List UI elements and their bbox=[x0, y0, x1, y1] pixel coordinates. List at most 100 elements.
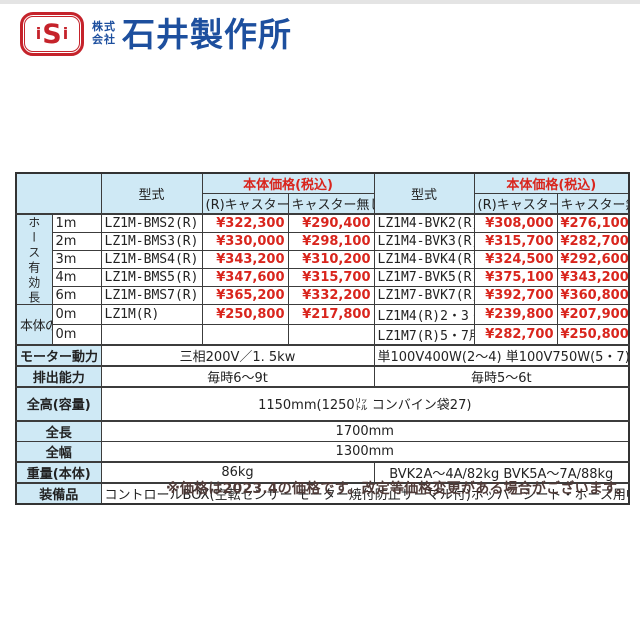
hose-group-label-cell: ホース有効長 bbox=[15, 213, 53, 305]
price-caster-cell: ¥250,800 bbox=[201, 303, 289, 325]
spec-label: 全長 bbox=[15, 419, 102, 442]
spec-value-full: コントロールBOX(空転センサー モーター焼付防止サーマル付)ホッパーシート・ホ… bbox=[100, 481, 630, 504]
model-cell: LZ1M4-BVK2(R) bbox=[373, 213, 475, 233]
spec-value-full: 1300mm bbox=[100, 440, 630, 462]
spec-row-width: 全幅 1300mm bbox=[15, 440, 630, 462]
length-cell: 2m bbox=[51, 231, 102, 251]
spec-value-left: 毎時6〜9t bbox=[100, 364, 375, 387]
spec-label: 装備品 bbox=[15, 481, 102, 504]
price-nocaster-cell: ¥250,800 bbox=[556, 323, 630, 345]
hose-row-4m: 4m LZ1M-BMS5(R) ¥347,600 ¥315,700 LZ1M7-… bbox=[16, 267, 630, 287]
price-nocaster-cell: ¥290,400 bbox=[287, 213, 375, 233]
price-nocaster-cell: ¥360,800 bbox=[556, 285, 630, 305]
model-cell bbox=[100, 323, 203, 345]
price-nocaster-cell: ¥292,600 bbox=[556, 249, 630, 269]
price-nocaster-cell: ¥276,100 bbox=[556, 213, 630, 233]
photo-top-edge bbox=[0, 0, 640, 4]
price-caster-cell: ¥375,100 bbox=[473, 267, 558, 287]
price-nocaster-cell: ¥298,100 bbox=[287, 231, 375, 251]
model-cell: LZ1M-BMS7(R) bbox=[100, 285, 203, 305]
logo-letter: i bbox=[62, 24, 69, 43]
price-nocaster-cell: ¥217,800 bbox=[287, 303, 375, 325]
spec-label: 重量(本体) bbox=[15, 460, 102, 483]
price-nocaster-cell bbox=[287, 323, 375, 345]
isi-logo-mark: i S i bbox=[20, 12, 84, 56]
price-caster-cell: ¥330,000 bbox=[201, 231, 289, 251]
spec-label: 全幅 bbox=[15, 440, 102, 462]
caster-header-right: (R)キャスター付 bbox=[473, 193, 558, 215]
spec-value-full: 1150mm(1250㍑ コンバイン袋27) bbox=[100, 385, 630, 421]
spec-row-capacity: 排出能力 毎時6〜9t 毎時5〜6t bbox=[15, 364, 630, 387]
price-nocaster-cell: ¥332,200 bbox=[287, 285, 375, 305]
model-cell: LZ1M(R) bbox=[100, 303, 203, 325]
model-cell: LZ1M4-BVK4(R) bbox=[373, 249, 475, 269]
spec-label: 全高(容量) bbox=[15, 385, 102, 421]
model-cell: LZ1M4(R)2・3・4用 bbox=[373, 303, 475, 325]
length-cell: 4m bbox=[51, 267, 102, 287]
price-group-header-left: 本体価格(税込) bbox=[201, 172, 375, 194]
model-cell: LZ1M7-BVK5(R) bbox=[373, 267, 475, 287]
spec-label: 排出能力 bbox=[15, 364, 102, 387]
spec-row-motor: モーター動力 三相200V／1. 5kw 単100V400W(2〜4) 単100… bbox=[15, 343, 630, 366]
price-caster-cell: ¥324,500 bbox=[473, 249, 558, 269]
spec-value-left: 86kg bbox=[100, 460, 375, 483]
price-nocaster-cell: ¥282,700 bbox=[556, 231, 630, 251]
hose-row-3m: 3m LZ1M-BMS4(R) ¥343,200 ¥310,200 LZ1M4-… bbox=[16, 249, 630, 269]
body-only-row-1: 本体のみ 0m LZ1M(R) ¥250,800 ¥217,800 LZ1M4(… bbox=[15, 303, 630, 345]
caster-header-left: (R)キャスター付 bbox=[201, 193, 289, 215]
price-caster-cell: ¥343,200 bbox=[201, 249, 289, 269]
model-cell: LZ1M-BMS5(R) bbox=[100, 267, 203, 287]
spec-value-left: 三相200V／1. 5kw bbox=[100, 343, 375, 366]
header-row-2: (R)キャスター付 キャスター無し (R)キャスター付 キャスター無し bbox=[16, 193, 630, 215]
spec-value-right: 単100V400W(2〜4) 単100V750W(5・7) bbox=[373, 343, 630, 366]
model-header-left: 型式 bbox=[100, 172, 203, 215]
header-row-1: 型式 本体価格(税込) 型式 本体価格(税込) bbox=[15, 172, 630, 215]
price-caster-cell: ¥392,700 bbox=[473, 285, 558, 305]
model-cell: LZ1M-BMS4(R) bbox=[100, 249, 203, 269]
price-nocaster-cell: ¥207,900 bbox=[556, 303, 630, 325]
model-cell: LZ1M7(R)5・7用 bbox=[373, 323, 475, 345]
model-cell: LZ1M-BMS3(R) bbox=[100, 231, 203, 251]
company-type-line1: 株式 bbox=[92, 20, 116, 34]
logo-letter: S bbox=[42, 18, 62, 50]
spec-row-height: 全高(容量) 1150mm(1250㍑ コンバイン袋27) bbox=[15, 385, 630, 421]
length-cell: 3m bbox=[51, 249, 102, 269]
spec-label: モーター動力 bbox=[15, 343, 102, 366]
price-caster-cell: ¥365,200 bbox=[201, 285, 289, 305]
length-cell: 0m bbox=[51, 303, 102, 325]
price-nocaster-cell: ¥315,700 bbox=[287, 267, 375, 287]
company-type-label: 株式 会社 bbox=[92, 21, 116, 46]
price-group-header-right: 本体価格(税込) bbox=[473, 172, 630, 194]
hose-row-6m: 6m LZ1M-BMS7(R) ¥365,200 ¥332,200 LZ1M7-… bbox=[16, 285, 630, 305]
hose-group-label: ホース有効長 bbox=[26, 216, 41, 304]
body-only-group-label: 本体のみ bbox=[15, 303, 53, 345]
model-cell: LZ1M-BMS2(R) bbox=[100, 213, 203, 233]
company-name: 石井製作所 bbox=[122, 14, 292, 54]
spec-row-equipment: 装備品 コントロールBOX(空転センサー モーター焼付防止サーマル付)ホッパーシ… bbox=[15, 481, 630, 504]
spec-row-length: 全長 1700mm bbox=[15, 419, 630, 442]
body-only-row-2: 0m LZ1M7(R)5・7用 ¥282,700 ¥250,800 bbox=[16, 323, 630, 345]
logo-letter: i bbox=[35, 24, 42, 43]
price-caster-cell: ¥239,800 bbox=[473, 303, 558, 325]
spec-value-right: 毎時5〜6t bbox=[373, 364, 630, 387]
hose-row-1m: ホース有効長 1m LZ1M-BMS2(R) ¥322,300 ¥290,400… bbox=[15, 213, 630, 305]
length-cell: 0m bbox=[51, 323, 102, 345]
company-type-line2: 会社 bbox=[92, 33, 116, 46]
price-nocaster-cell: ¥343,200 bbox=[556, 267, 630, 287]
nocaster-header-right: キャスター無し bbox=[556, 193, 630, 215]
model-header-right: 型式 bbox=[373, 172, 475, 215]
price-caster-cell bbox=[201, 323, 289, 345]
price-caster-cell: ¥282,700 bbox=[473, 323, 558, 345]
price-caster-cell: ¥347,600 bbox=[201, 267, 289, 287]
price-nocaster-cell: ¥310,200 bbox=[287, 249, 375, 269]
nocaster-header-left: キャスター無し bbox=[287, 193, 375, 215]
price-caster-cell: ¥308,000 bbox=[473, 213, 558, 233]
hose-row-2m: 2m LZ1M-BMS3(R) ¥330,000 ¥298,100 LZ1M4-… bbox=[16, 231, 630, 251]
price-caster-cell: ¥315,700 bbox=[473, 231, 558, 251]
price-caster-cell: ¥322,300 bbox=[201, 213, 289, 233]
price-spec-table: 型式 本体価格(税込) 型式 本体価格(税込) (R)キャスター付 キャスター無… bbox=[15, 172, 631, 505]
header-corner-cell bbox=[15, 172, 102, 215]
company-logo: i S i 株式 会社 石井製作所 bbox=[20, 12, 292, 56]
length-cell: 1m bbox=[51, 213, 102, 233]
model-cell: LZ1M7-BVK7(R) bbox=[373, 285, 475, 305]
